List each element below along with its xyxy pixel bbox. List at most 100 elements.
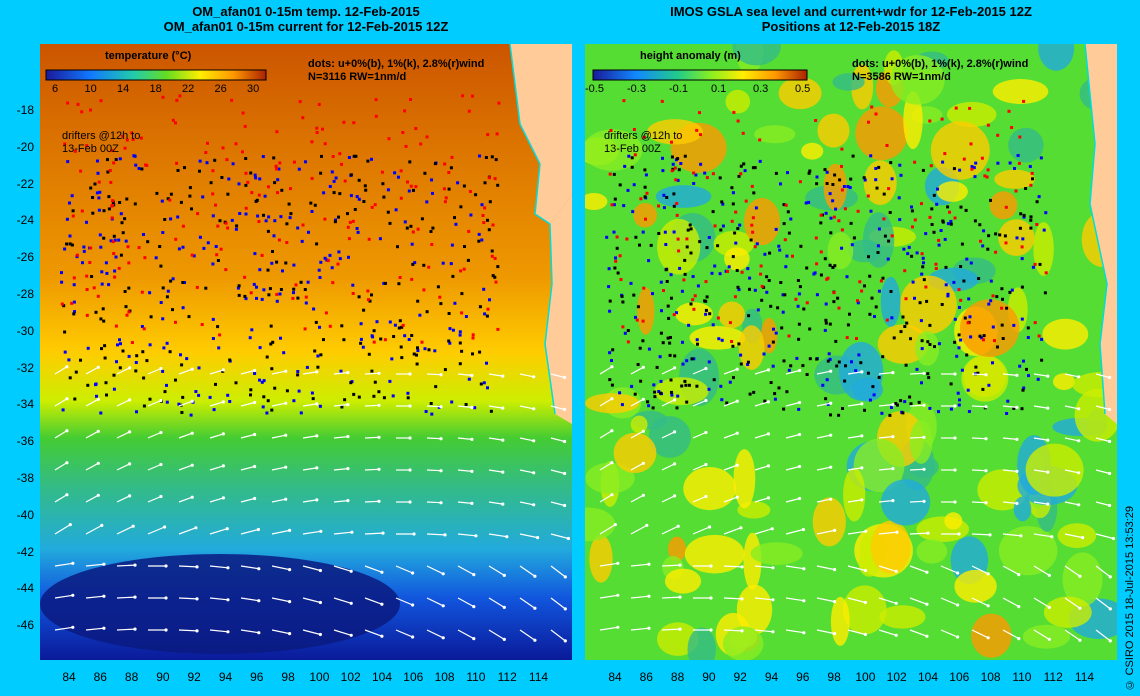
anomaly-patch	[732, 44, 781, 66]
arrow-head	[470, 405, 474, 409]
drifter-dot	[244, 183, 248, 187]
drifter-dot	[682, 278, 686, 282]
drifter-dot	[751, 166, 755, 170]
drifter-dot	[324, 311, 328, 315]
arrow-head	[894, 601, 898, 605]
arrow-head	[860, 402, 864, 406]
colorbar-tick: 0.1	[711, 83, 727, 95]
anomaly-patch	[899, 275, 957, 335]
drifter-dot	[244, 297, 248, 301]
colorbar-tick: 26	[214, 83, 227, 95]
drifter-dot	[121, 134, 125, 138]
drifter-dot	[342, 120, 346, 124]
drifter-dot	[987, 383, 991, 387]
drifter-dot	[746, 267, 750, 271]
drifter-dot	[397, 282, 401, 286]
credit-text: © CSIRO 2015 18-Jul-2015 13:53:29	[1124, 505, 1136, 690]
arrow-head	[221, 400, 225, 404]
drifter-dot	[120, 221, 124, 225]
drifter-dot	[995, 295, 999, 299]
drifter-dot	[260, 380, 264, 384]
drifter-dot	[958, 398, 961, 402]
current-arrow	[240, 433, 255, 439]
drifter-dot	[442, 187, 446, 191]
drifter-dot	[911, 225, 914, 229]
drifter-dot	[858, 280, 862, 284]
current-arrow	[909, 500, 925, 503]
arrow-head	[411, 603, 415, 607]
current-arrow	[1002, 501, 1017, 504]
drifter-dot	[198, 235, 202, 239]
drifter-dot	[918, 301, 922, 305]
colorbar-tick: 18	[149, 83, 162, 95]
arrow-head	[1017, 605, 1021, 609]
arrow-head	[1046, 406, 1050, 410]
arrow-head	[474, 534, 478, 538]
right-colorbar-title: height anomaly (m)	[640, 50, 741, 62]
arrow-head	[829, 465, 833, 469]
drifter-dot	[1024, 187, 1028, 190]
current-arrow	[333, 372, 348, 375]
current-arrow	[364, 597, 383, 605]
current-arrow	[457, 501, 472, 504]
drifter-dot	[980, 336, 984, 340]
drifter-dot	[887, 187, 891, 191]
current-arrow	[395, 629, 413, 638]
drifter-dot	[964, 208, 968, 212]
lon-tick: 106	[949, 670, 970, 684]
arrow-head	[1015, 469, 1019, 473]
drifter-dot	[896, 403, 899, 407]
arrow-head	[1077, 471, 1081, 475]
current-arrow	[1095, 501, 1110, 507]
arrow-head	[257, 631, 261, 635]
drifter-dot	[328, 185, 332, 188]
drifter-dot	[348, 220, 352, 224]
drifter-dot	[920, 381, 923, 385]
arrow-head	[984, 405, 988, 409]
arrow-head	[408, 436, 412, 440]
drifter-dot	[323, 256, 327, 260]
drifter-dot	[97, 196, 101, 200]
drifter-dot	[970, 165, 974, 169]
drifter-dot	[409, 184, 413, 188]
anomaly-patch	[909, 420, 933, 464]
drifter-dot	[359, 337, 363, 341]
drifter-dot	[102, 236, 106, 240]
arrow-head	[891, 403, 895, 407]
current-arrow	[723, 464, 738, 471]
anomaly-patch	[733, 449, 756, 509]
drifter-dot	[412, 188, 415, 192]
drifter-dot	[134, 163, 138, 167]
anomaly-patch	[778, 77, 822, 110]
drifter-dot	[1042, 228, 1046, 232]
arrow-head	[610, 397, 614, 401]
drifter-dot	[258, 378, 261, 382]
drifter-dot	[874, 167, 878, 170]
current-arrow	[519, 597, 536, 609]
current-arrow	[519, 405, 534, 410]
drifter-dot	[711, 172, 715, 176]
drifter-dot	[72, 300, 76, 304]
anomaly-patch	[738, 325, 765, 370]
drifter-dot	[831, 266, 835, 269]
drifter-dot	[814, 119, 818, 122]
drifter-dot	[970, 167, 974, 171]
drifter-dot	[1029, 215, 1033, 219]
drifter-dot	[681, 340, 684, 344]
drifter-dot	[675, 311, 678, 315]
current-arrow	[271, 466, 286, 471]
drifter-dot	[680, 384, 684, 388]
drifter-dot	[82, 245, 86, 249]
drifter-dot	[957, 346, 961, 350]
current-arrow	[1064, 597, 1081, 609]
drifter-dot	[331, 281, 335, 285]
drifter-dot	[899, 173, 903, 177]
arrow-head	[678, 627, 682, 631]
lon-tick: 92	[187, 670, 201, 684]
current-arrow	[1002, 629, 1020, 640]
current-arrow	[302, 435, 317, 439]
drifter-dot	[185, 357, 189, 361]
drifter-dot	[488, 200, 492, 204]
drifter-dot	[139, 136, 143, 140]
drifter-dot	[739, 362, 743, 366]
